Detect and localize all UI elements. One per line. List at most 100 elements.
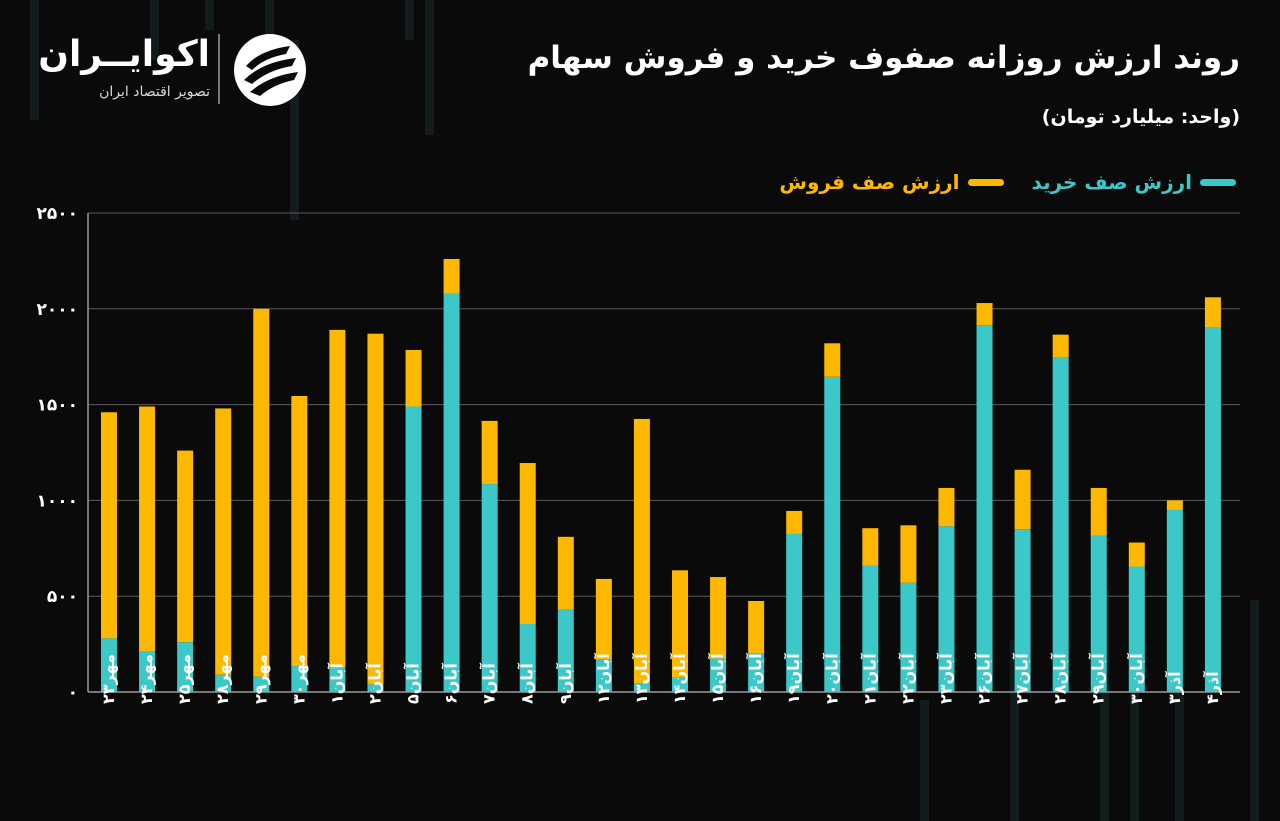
bar-buy: [481, 484, 498, 692]
bar-buy: [215, 674, 232, 692]
bar-buy: [938, 526, 955, 692]
bar-sell: [595, 578, 612, 660]
bar-sell: [1014, 469, 1031, 530]
bar-sell: [748, 600, 765, 654]
deco-candle: [425, 0, 434, 135]
x-tick-label: مهر۲۴: [137, 654, 156, 704]
bar-buy: [900, 582, 917, 692]
x-tick-label: آبان۲۹: [1088, 653, 1108, 704]
bar-buy: [1204, 327, 1221, 692]
deco-candle: [920, 700, 929, 821]
brand-divider: [218, 34, 220, 104]
bar-buy: [1014, 529, 1031, 692]
x-tick-label: آبان۷: [479, 663, 499, 704]
bar-sell: [367, 333, 384, 685]
bar-sell: [139, 406, 156, 652]
x-tick-label: آبان۱۵: [707, 653, 727, 704]
deco-candle: [405, 0, 414, 40]
bar-sell: [1204, 297, 1221, 328]
x-tick-label: آبان۱۲: [593, 653, 613, 704]
bar-sell: [710, 577, 727, 659]
bar-buy: [101, 638, 117, 692]
x-tick-label: مهر۲۵: [175, 654, 194, 704]
bar-buy: [786, 533, 803, 692]
x-tick-label: آبان۲۶: [974, 653, 994, 704]
x-tick-label: آبان۱۳: [631, 653, 651, 704]
deco-candle: [290, 40, 299, 220]
deco-candle: [205, 0, 214, 30]
bar-buy: [557, 609, 574, 692]
deco-candle: [1250, 600, 1259, 821]
y-tick-label: ۵۰۰: [47, 587, 78, 607]
deco-candle: [1010, 640, 1019, 821]
legend-item-buy: ارزش صف خرید: [1032, 170, 1236, 194]
bar-buy: [976, 325, 993, 692]
x-tick-label: آبان۵: [403, 663, 423, 704]
unit-label: (واحد: میلیارد تومان): [1041, 106, 1240, 128]
bar-sell: [976, 303, 993, 326]
bar-sell: [405, 349, 422, 407]
brand: اکوایــران تصویر اقتصاد ایران: [38, 32, 320, 112]
bar-sell: [672, 570, 688, 678]
bar-sell: [824, 343, 841, 377]
deco-candle: [1130, 640, 1139, 821]
bar-sell: [101, 412, 117, 639]
bar-buy: [595, 659, 612, 692]
chart-legend: ارزش صف خرید ارزش صف فروش: [751, 170, 1236, 194]
legend-label-buy: ارزش صف خرید: [1031, 170, 1192, 194]
x-tick-label: آبان۱۴: [669, 653, 689, 704]
bar-buy: [139, 651, 156, 692]
x-tick-label: آبان۹: [555, 663, 575, 704]
x-tick-label: آبان۲۲: [897, 653, 917, 704]
x-tick-label: آبان۲۰: [821, 653, 841, 704]
bar-buy: [1166, 509, 1183, 692]
bar-sell: [1052, 334, 1069, 358]
brand-subtitle: تصویر اقتصاد ایران: [99, 84, 210, 100]
x-tick-label: آذر۴: [1202, 671, 1222, 704]
x-tick-label: آبان۲۷: [1012, 653, 1032, 704]
x-tick-label: مهر۲۸: [213, 654, 232, 704]
bar-buy: [177, 642, 194, 692]
bar-buy: [253, 676, 270, 692]
bar-sell: [519, 463, 536, 624]
bar-buy: [1052, 357, 1069, 692]
bar-sell: [481, 420, 498, 485]
bar-sell: [938, 487, 955, 527]
bar-buy: [519, 623, 536, 692]
x-tick-label: آبان۲۱: [859, 653, 879, 704]
x-tick-label: آبان۱۶: [745, 653, 765, 704]
bar-sell: [900, 525, 917, 583]
y-tick-label: ۱۰۰۰: [36, 491, 78, 511]
bar-buy: [367, 684, 384, 692]
bar-sell: [253, 308, 270, 677]
x-tick-label: آبان۲۸: [1050, 653, 1070, 704]
deco-candle: [30, 0, 39, 120]
deco-candle: [150, 0, 159, 60]
bar-buy: [862, 565, 879, 692]
brand-name: اکوایــران: [38, 34, 210, 75]
y-tick-label: ۰: [68, 683, 78, 703]
x-tick-label: آبان۲: [364, 663, 384, 704]
x-tick-label: مهر۳۰: [289, 654, 308, 704]
bar-sell: [862, 528, 879, 566]
y-tick-label: ۲۰۰۰: [36, 300, 78, 320]
bar-buy: [405, 406, 422, 692]
x-tick-label: آبان۲۳: [935, 653, 955, 704]
chart-title: روند ارزش روزانه صفوف خرید و فروش سهام: [527, 40, 1240, 76]
bar-buy: [329, 667, 346, 692]
bar-buy: [1128, 566, 1145, 692]
bar-buy: [824, 376, 841, 692]
legend-swatch-sell: [967, 178, 1004, 186]
bar-sell: [633, 418, 650, 684]
bar-buy: [291, 666, 308, 692]
x-tick-label: مهر۲۹: [251, 654, 270, 704]
legend-item-sell: ارزش صف فروش: [779, 170, 1004, 194]
x-tick-label: آبان۸: [517, 663, 537, 704]
bar-sell: [1166, 500, 1183, 510]
bar-sell: [786, 510, 803, 534]
x-tick-label: آبان۳۰: [1126, 653, 1146, 704]
bar-sell: [291, 395, 308, 667]
legend-swatch-buy: [1200, 178, 1236, 186]
x-tick-label: مهر۲۳: [99, 654, 118, 704]
